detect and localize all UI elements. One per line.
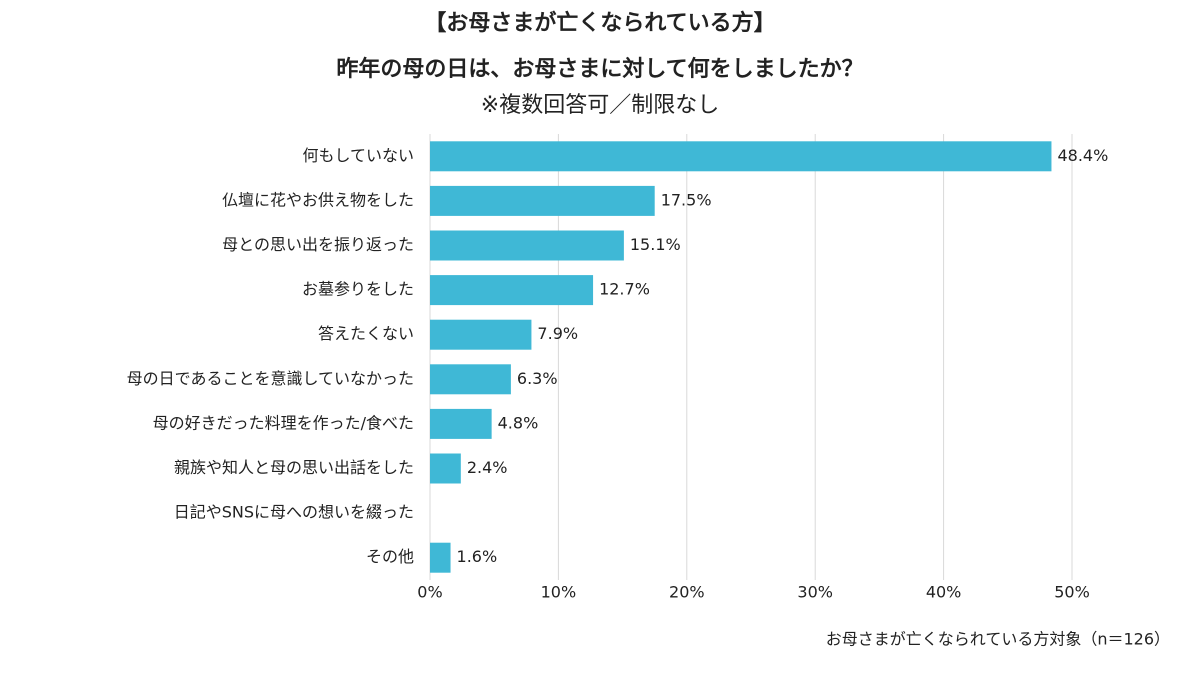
value-label: 48.4% — [1057, 146, 1108, 165]
chart-title: 【お母さまが亡くなられている方】 — [424, 10, 775, 36]
value-label: 6.3% — [517, 369, 558, 388]
y-tick-label: 日記やSNSに母への想いを綴った — [174, 503, 414, 522]
y-tick-label: お墓参りをした — [302, 280, 414, 299]
bar — [430, 542, 451, 573]
bar — [430, 141, 1052, 172]
x-tick-label: 10% — [541, 583, 577, 602]
x-tick-label: 50% — [1054, 583, 1090, 602]
x-tick-label: 30% — [797, 583, 833, 602]
bar — [430, 364, 511, 395]
chart-subtitle: 昨年の母の日は、お母さまに対して何をしましたか？ — [336, 56, 863, 82]
x-tick-label: 20% — [669, 583, 705, 602]
value-label: 7.9% — [537, 324, 578, 343]
y-tick-label: 母の好きだった料理を作った/食べた — [153, 413, 414, 432]
value-label: 12.7% — [599, 280, 650, 299]
bar — [430, 408, 492, 439]
chart-note: ※複数回答可／制限なし — [481, 93, 719, 118]
bar — [430, 275, 594, 306]
y-tick-label: 母との思い出を振り返った — [222, 235, 414, 254]
y-tick-label: 仏壇に花やお供え物をした — [222, 190, 414, 209]
value-label: 17.5% — [661, 190, 712, 209]
x-tick-label: 0% — [417, 583, 442, 602]
y-tick-label: 母の日であることを意識していなかった — [127, 369, 414, 388]
footnote: お母さまが亡くなられている方対象（n＝126） — [826, 630, 1170, 649]
bar — [430, 230, 624, 261]
value-label: 2.4% — [467, 458, 508, 477]
bar — [430, 453, 461, 484]
bar — [430, 319, 532, 350]
value-label: 1.6% — [457, 547, 498, 566]
y-tick-label: その他 — [366, 547, 414, 566]
y-tick-label: 親族や知人と母の思い出話をした — [174, 458, 414, 477]
y-tick-label: 答えたくない — [318, 324, 414, 343]
y-tick-label: 何もしていない — [302, 146, 414, 165]
value-label: 15.1% — [630, 235, 681, 254]
bar — [430, 185, 655, 216]
x-tick-label: 40% — [926, 583, 962, 602]
value-label: 4.8% — [498, 413, 539, 432]
